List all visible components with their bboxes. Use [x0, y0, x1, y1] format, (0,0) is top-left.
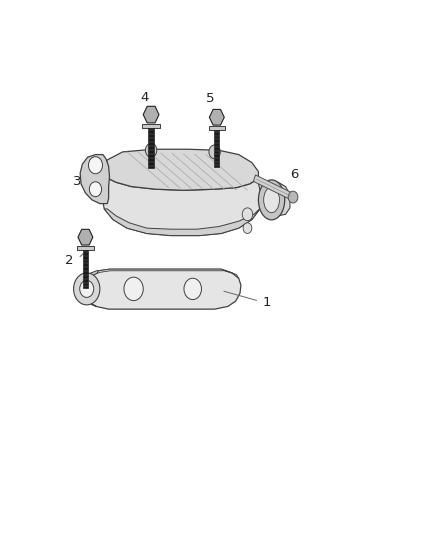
Polygon shape: [209, 109, 224, 125]
Text: 6: 6: [290, 168, 298, 181]
Polygon shape: [103, 149, 258, 190]
Polygon shape: [80, 155, 110, 204]
Polygon shape: [78, 229, 93, 245]
Polygon shape: [77, 246, 94, 250]
Circle shape: [288, 191, 298, 203]
Polygon shape: [254, 175, 294, 200]
Polygon shape: [142, 124, 160, 128]
Circle shape: [74, 273, 100, 305]
Polygon shape: [88, 269, 239, 278]
Polygon shape: [148, 128, 154, 168]
Polygon shape: [258, 181, 290, 216]
Circle shape: [80, 280, 94, 297]
Circle shape: [209, 145, 220, 159]
Text: 2: 2: [65, 254, 74, 266]
Ellipse shape: [264, 187, 279, 213]
Circle shape: [243, 223, 252, 233]
Circle shape: [124, 277, 143, 301]
Polygon shape: [143, 106, 159, 123]
Ellipse shape: [258, 180, 285, 220]
Circle shape: [242, 208, 253, 221]
Text: 3: 3: [73, 175, 81, 188]
Polygon shape: [208, 126, 225, 130]
Polygon shape: [77, 269, 241, 309]
Text: 5: 5: [206, 92, 215, 105]
Text: 4: 4: [140, 91, 149, 103]
Circle shape: [89, 182, 102, 197]
Circle shape: [184, 278, 201, 300]
Polygon shape: [102, 169, 261, 236]
Polygon shape: [104, 208, 261, 236]
Polygon shape: [82, 250, 88, 288]
Circle shape: [88, 157, 102, 174]
Circle shape: [145, 143, 157, 157]
Polygon shape: [77, 271, 99, 306]
Text: 1: 1: [263, 296, 271, 309]
Polygon shape: [214, 130, 219, 167]
